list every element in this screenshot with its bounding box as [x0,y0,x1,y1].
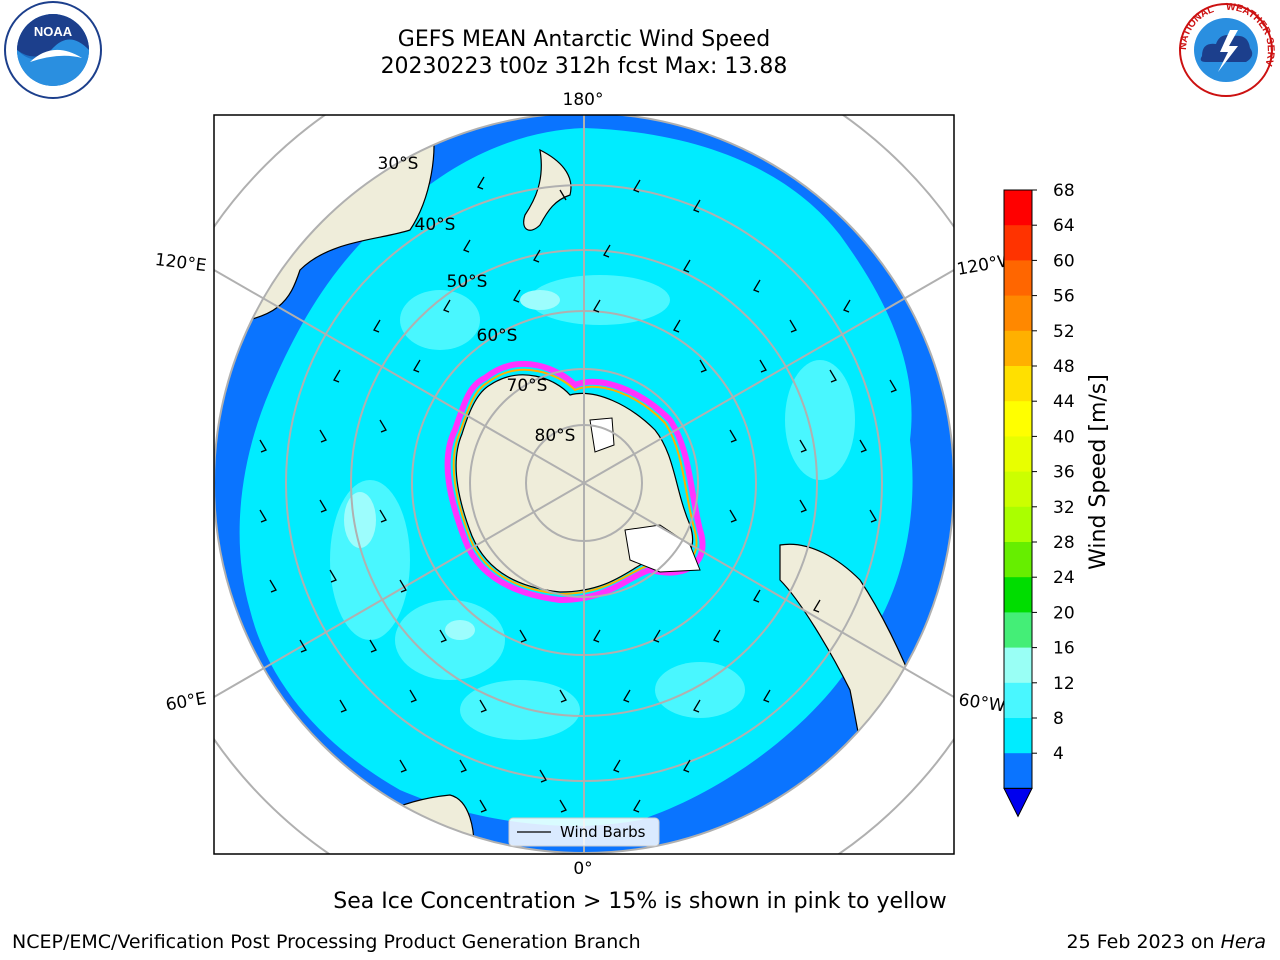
colorbar-tick-label: 64 [1053,216,1075,236]
noaa-logo-text: NOAA [34,24,73,39]
colorbar-segment [1004,401,1032,437]
title-line-2: 20230223 t00z 312h fcst Max: 13.88 [380,54,788,79]
colorbar-tick-label: 32 [1053,498,1075,518]
colorbar-segment [1004,647,1032,684]
colorbar-segment [1004,542,1032,578]
sea-ice-edge [444,360,706,604]
colorbar-tick-label: 36 [1053,463,1075,483]
lon-label-180: 180° [563,90,604,110]
colorbar-segment [1004,471,1032,508]
colorbar: 68 64 60 56 52 48 44 40 36 32 28 24 20 16 12 8 4 [1003,181,1075,818]
lon-label-120e: 120°E [154,250,208,276]
lon-label-60e: 60°E [164,689,208,716]
lat-label-60s: 60°S [477,326,518,346]
colorbar-tick-label: 16 [1053,639,1075,659]
lat-label-70s: 70°S [507,376,548,396]
colorbar-tick-label: 8 [1053,709,1064,729]
colorbar-segment [1004,366,1032,402]
lat-label-40s: 40°S [415,215,456,235]
lat-label-30s: 30°S [378,154,419,174]
colorbar-segment [1004,753,1032,789]
colorbar-tick-label: 12 [1053,674,1075,694]
lon-label-60w: 60°W [957,690,1006,716]
map-frame [213,114,955,855]
org-credit: NCEP/EMC/Verification Post Processing Pr… [12,931,641,953]
colorbar-segment [1004,682,1032,719]
colorbar-extend-arrow [1003,787,1033,818]
colorbar-segment [1004,577,1032,613]
issue-host: Hera [1220,931,1266,953]
longitude-grid [214,115,954,854]
issue-date-text: 25 Feb 2023 on [1066,931,1215,953]
colorbar-segment [1004,295,1032,332]
colorbar-segment [1004,436,1032,473]
colorbar-tick-label: 60 [1053,251,1075,271]
colorbar-tick-label: 4 [1053,744,1064,764]
colorbar-segment [1004,612,1032,649]
colorbar-segment [1004,506,1032,543]
colorbar-tick-label: 52 [1053,322,1075,342]
colorbar-tick-label: 48 [1053,357,1075,377]
lat-label-50s: 50°S [447,272,488,292]
wind-barbs [259,176,897,813]
colorbar-segment [1004,718,1032,754]
colorbar-outline [1003,189,1033,789]
sea-ice-note: Sea Ice Concentration > 15% is shown in … [333,889,947,914]
nws-logo: NATIONAL WEATHER SERVICE [1172,0,1276,97]
map-legend: Wind Barbs [508,817,660,847]
colorbar-tick-label: 56 [1053,287,1075,307]
noaa-logo: NOAA [4,1,102,99]
lat-label-80s: 80°S [535,426,576,446]
colorbar-segment [1004,260,1032,297]
lon-label-0: 0° [573,859,592,879]
colorbar-segment [1004,190,1032,226]
colorbar-tick-label: 44 [1053,392,1075,412]
colorbar-tick-label: 40 [1053,427,1075,447]
legend-label: Wind Barbs [560,823,646,841]
colorbar-tick-label: 28 [1053,533,1075,553]
issue-date: 25 Feb 2023 on Hera [1067,931,1266,953]
colorbar-tick-label: 68 [1053,181,1075,201]
colorbar-tick-label: 24 [1053,568,1075,588]
colorbar-tick-label: 20 [1053,603,1075,623]
colorbar-segment [1004,330,1032,367]
title-line-1: GEFS MEAN Antarctic Wind Speed [397,27,771,52]
colorbar-label: Wind Speed [m/s] [1086,374,1111,570]
colorbar-segment [1004,225,1032,261]
